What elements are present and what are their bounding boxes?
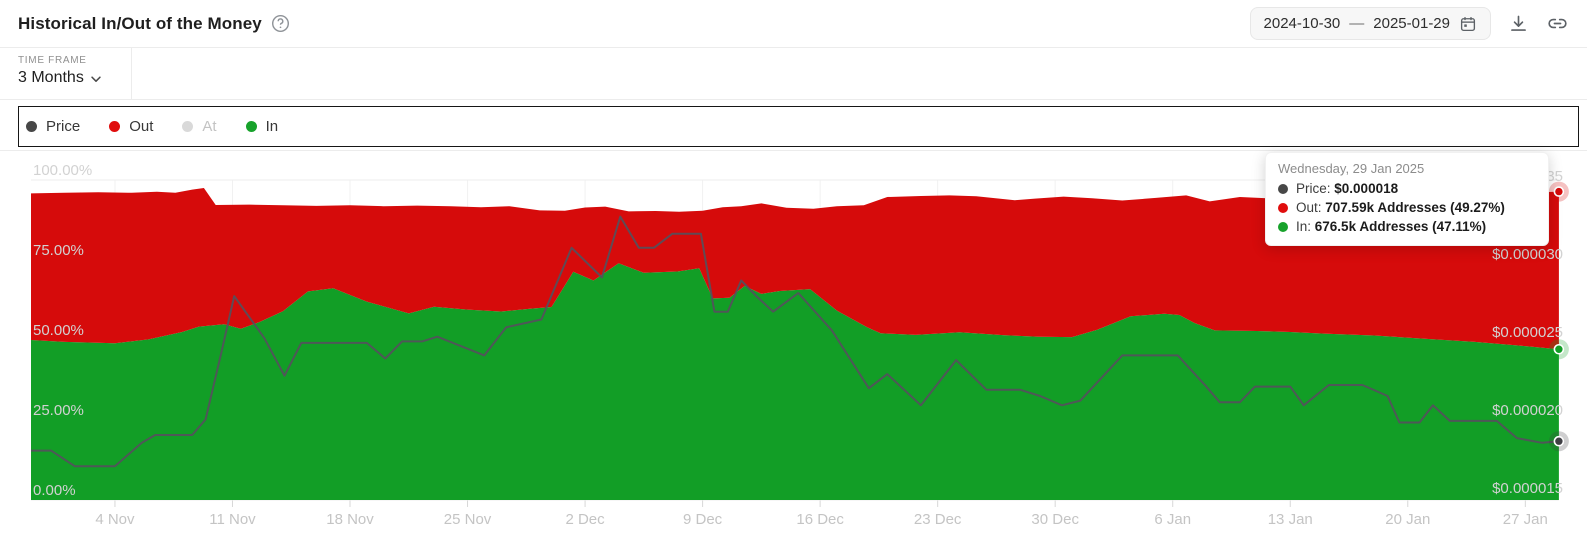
legend-item-label: Price xyxy=(46,118,81,135)
date-start: 2024-10-30 xyxy=(1263,15,1341,32)
y-axis-label-right: $0.000020 xyxy=(1492,402,1563,419)
legend-item-label: Out xyxy=(129,118,154,135)
at-legend-dot-icon xyxy=(182,121,194,132)
out-end-marker xyxy=(1553,186,1565,197)
tooltip-date: Wednesday, 29 Jan 2025 xyxy=(1278,161,1425,176)
tooltip-row-text: Out: 707.59k Addresses (49.27%) xyxy=(1296,200,1505,215)
y-axis-label-left: 25.00% xyxy=(33,402,84,419)
legend-strip: Price Out At In xyxy=(0,100,1587,151)
date-end: 2025-01-29 xyxy=(1373,15,1450,32)
in-out-money-chart[interactable]: 4 Nov 11 Nov 18 Nov 25 Nov 2 Dec 9 Dec 16 Dec 2… xyxy=(0,151,1587,538)
x-axis-label: 18 Nov xyxy=(326,511,374,528)
x-axis-label: 20 Jan xyxy=(1385,511,1430,528)
header-controls: 2024-10-30 — 2025-01-29 xyxy=(1249,7,1569,40)
x-axis-label: 25 Nov xyxy=(444,511,492,528)
y-axis-label-right: $0.000030 xyxy=(1492,246,1563,263)
chart-tooltip: Wednesday, 29 Jan 2025 Price: $0.000018 … xyxy=(1265,152,1549,246)
legend: Price Out At In xyxy=(18,106,1579,147)
chart-area: 4 Nov 11 Nov 18 Nov 25 Nov 2 Dec 9 Dec 16 Dec 2… xyxy=(0,151,1587,538)
x-axis-label: 2 Dec xyxy=(565,511,605,528)
x-axis-label: 4 Nov xyxy=(95,511,135,528)
tooltip-row-out: Out: 707.59k Addresses (49.27%) xyxy=(1278,198,1536,217)
out-area xyxy=(31,188,1559,350)
help-icon[interactable] xyxy=(271,14,290,33)
calendar-icon xyxy=(1459,15,1477,33)
toolbar: TIME FRAME 3 Months xyxy=(0,47,1587,100)
y-axis-label-right: $0.000015 xyxy=(1492,480,1563,497)
out-legend-dot-icon xyxy=(109,121,121,132)
date-range-picker[interactable]: 2024-10-30 — 2025-01-29 xyxy=(1249,7,1491,40)
y-axis-label-left: 0.00% xyxy=(33,482,76,499)
tooltip-row-in: In: 676.5k Addresses (47.11%) xyxy=(1278,217,1536,236)
timeframe-value: 3 Months xyxy=(18,69,84,86)
x-axis-label: 9 Dec xyxy=(683,511,723,528)
x-axis-label: 6 Jan xyxy=(1154,511,1191,528)
x-axis-label: 11 Nov xyxy=(209,511,256,528)
legend-item-out[interactable]: Out xyxy=(109,118,153,135)
legend-item-label: In xyxy=(265,118,279,135)
legend-item-in[interactable]: In xyxy=(245,118,279,135)
y-axis-label-left: 100.00% xyxy=(33,162,92,179)
y-axis-label-left: 75.00% xyxy=(33,242,84,259)
out-dot-icon xyxy=(1278,202,1288,213)
link-icon[interactable] xyxy=(1547,13,1569,35)
header: Historical In/Out of the Money 2024-10-3… xyxy=(0,0,1587,47)
in-legend-dot-icon xyxy=(245,121,257,132)
timeframe-cell: TIME FRAME 3 Months xyxy=(0,48,132,99)
download-icon[interactable] xyxy=(1508,13,1530,35)
price-end-marker xyxy=(1553,435,1565,447)
y-axis-label-left: 50.00% xyxy=(33,322,84,339)
price-dot-icon xyxy=(1278,183,1288,194)
date-separator: — xyxy=(1349,15,1365,32)
chevron-down-icon xyxy=(89,72,103,86)
x-axis-label: 30 Dec xyxy=(1031,511,1079,528)
x-axis-label: 13 Jan xyxy=(1268,511,1313,528)
x-axis-label: 16 Dec xyxy=(796,511,844,528)
y-axis-label-right: $0.000025 xyxy=(1492,324,1563,341)
x-axis-label: 27 Jan xyxy=(1503,511,1548,528)
legend-item-price[interactable]: Price xyxy=(26,118,80,135)
tooltip-row-text: In: 676.5k Addresses (47.11%) xyxy=(1296,219,1487,234)
legend-item-at[interactable]: At xyxy=(182,118,217,135)
in-end-marker xyxy=(1553,343,1565,355)
page-title: Historical In/Out of the Money xyxy=(18,13,262,33)
x-axis-label: 23 Dec xyxy=(914,511,962,528)
legend-item-label: At xyxy=(202,118,217,135)
in-dot-icon xyxy=(1278,221,1288,232)
in-area xyxy=(31,263,1559,500)
timeframe-label: TIME FRAME xyxy=(18,55,87,66)
tooltip-row-price: Price: $0.000018 xyxy=(1278,179,1536,198)
price-legend-dot-icon xyxy=(26,121,37,132)
tooltip-row-text: Price: $0.000018 xyxy=(1296,181,1399,196)
timeframe-dropdown[interactable]: 3 Months xyxy=(18,69,131,87)
price-line xyxy=(31,215,1559,468)
